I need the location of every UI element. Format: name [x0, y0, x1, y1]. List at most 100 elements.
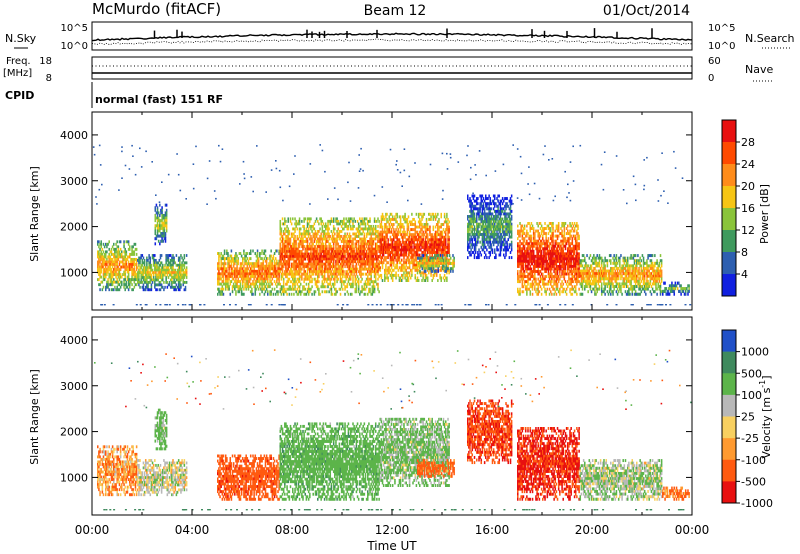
echo-cell [310, 257, 312, 261]
echo-cell [154, 283, 156, 287]
echo-cell [282, 282, 285, 286]
echo-cell [279, 245, 282, 248]
echo-cell [402, 276, 404, 280]
echo-cell [419, 230, 421, 234]
echo-cell [488, 204, 490, 208]
echo-cell [369, 265, 371, 269]
echo-cell [381, 256, 384, 260]
echo-cell [185, 261, 188, 265]
echo-cell [440, 279, 442, 282]
echo-cell [485, 227, 487, 231]
echo-cell [353, 267, 355, 271]
echo-cell [260, 274, 262, 278]
echo-cell [263, 272, 266, 276]
echo-cell [174, 271, 177, 275]
echo-cell [469, 222, 471, 226]
echo-cell [102, 255, 105, 259]
echo-cell [220, 272, 222, 276]
echo-cell [402, 225, 404, 229]
echo-cell [98, 257, 100, 261]
echo-cell [378, 275, 380, 279]
echo-cell [295, 222, 297, 226]
echo-cell [487, 220, 489, 224]
echo-cell [318, 255, 320, 259]
echo-cell [335, 292, 337, 296]
echo-cell [374, 245, 377, 248]
echo-cell [274, 269, 277, 273]
echo-cell [405, 243, 407, 247]
echo-cell [380, 235, 383, 239]
echo-cell [175, 283, 178, 287]
echo-cell [403, 253, 405, 257]
echo-cell [440, 212, 442, 216]
echo-cell [131, 273, 133, 277]
echo-cell [431, 245, 433, 249]
echo-cell [252, 292, 254, 296]
echo-cell [161, 224, 163, 228]
echo-cell [411, 251, 413, 254]
echo-cell [294, 255, 296, 259]
echo-cell [314, 257, 317, 261]
echo-cell [224, 280, 227, 284]
echo-cell [184, 280, 187, 284]
echo-cell [374, 252, 377, 256]
echo-cell [354, 265, 357, 269]
echo-cell [165, 208, 168, 212]
echo-cell [280, 257, 283, 261]
echo-cell [246, 264, 249, 268]
echo-cell [398, 225, 401, 229]
echo-cell [290, 247, 293, 251]
echo-cell [336, 219, 338, 223]
echo-cell [494, 233, 496, 236]
echo-cell [405, 251, 407, 254]
echo-cell [364, 227, 367, 231]
echo-cell [384, 235, 386, 239]
echo-cell [304, 252, 307, 256]
echo-cell [395, 233, 397, 237]
echo-cell [245, 252, 247, 255]
echo-cell [443, 212, 446, 216]
echo-cell [312, 267, 314, 271]
echo-cell [398, 266, 401, 270]
echo-cell [303, 240, 305, 243]
echo-cell [173, 276, 175, 279]
echo-cell [364, 237, 367, 241]
echo-cell [255, 254, 258, 258]
echo-cell [355, 290, 358, 294]
echo-cell [162, 268, 164, 272]
echo-cell [357, 242, 360, 246]
echo-cell [400, 279, 403, 282]
echo-cell [373, 265, 376, 269]
echo-cell [442, 259, 444, 263]
echo-cell [488, 227, 490, 231]
echo-cell [439, 245, 441, 249]
echo-cell [394, 245, 396, 249]
echo-cell [290, 262, 293, 266]
echo-cell [160, 268, 163, 272]
echo-cell [435, 248, 438, 252]
echo-cell [339, 235, 342, 238]
echo-cell [421, 223, 423, 226]
echo-cell [116, 255, 118, 259]
echo-cell [273, 252, 276, 255]
echo-cell [403, 235, 405, 239]
echo-cell [264, 285, 267, 289]
echo-cell [354, 277, 357, 281]
echo-cell [287, 227, 289, 231]
echo-cell [444, 243, 447, 247]
echo-cell [113, 278, 115, 282]
echo-cell [360, 227, 362, 231]
echo-cell [416, 266, 419, 270]
echo-cell [363, 235, 366, 238]
echo-cell [359, 247, 361, 251]
echo-cell [164, 224, 167, 228]
echo-cell [369, 277, 371, 281]
echo-cell [331, 255, 334, 259]
echo-cell [432, 235, 435, 239]
echo-cell [229, 264, 232, 268]
echo-cell [342, 237, 344, 241]
echo-cell [351, 292, 353, 296]
echo-cell [389, 230, 392, 234]
echo-cell [328, 277, 330, 281]
echo-cell [422, 256, 424, 260]
